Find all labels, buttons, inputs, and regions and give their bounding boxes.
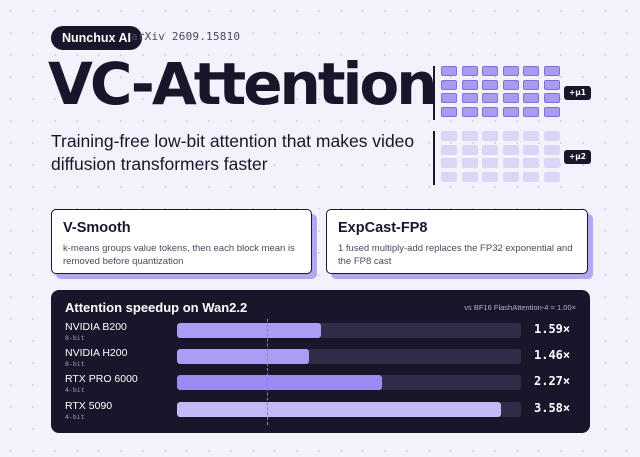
grid-cell <box>523 93 539 103</box>
speedup-row-rtx-pro-6000: RTX PRO 6000 4-bit 2.27× <box>51 373 590 397</box>
grid-cell <box>461 131 478 141</box>
arxiv-id: arXiv 2609.15810 <box>131 30 241 43</box>
card-description: k-means groups value tokens, then each b… <box>63 243 295 267</box>
speedup-bar <box>177 349 310 364</box>
speedup-track <box>177 402 521 417</box>
mu2-label: +μ2 <box>564 150 592 164</box>
grid-cell <box>543 131 560 141</box>
v-smooth-card: V-Smooth k-means groups value tokens, th… <box>51 209 312 274</box>
grid-cell <box>461 79 478 90</box>
quantized-block-grid-1 <box>433 66 563 120</box>
page-subtitle: Training-free low-bit attention that mak… <box>51 131 415 174</box>
grid-cell <box>502 144 519 155</box>
grid-cell <box>482 171 498 182</box>
bit-width: 4-bit <box>65 413 85 421</box>
grid-cell <box>543 66 560 76</box>
speedup-track <box>177 375 521 390</box>
grid-cell <box>502 106 519 117</box>
grid-cell <box>461 66 478 76</box>
speedup-track <box>177 349 521 364</box>
grid-cell <box>461 106 478 117</box>
grid-cell <box>461 144 478 155</box>
grid-cell <box>441 93 457 103</box>
speedup-row-rtx-5090: RTX 5090 4-bit 3.58× <box>51 400 590 424</box>
grid-cell <box>523 106 539 117</box>
speedup-bar <box>177 323 321 338</box>
grid-cell <box>543 158 560 168</box>
grid-cell <box>482 158 498 168</box>
grid-cell <box>461 158 478 168</box>
speedup-value: 1.59× <box>534 322 571 336</box>
grid-cells <box>441 66 560 117</box>
grid-cell <box>441 144 457 155</box>
speedup-title: Attention speedup on Wan2.2 <box>65 300 248 315</box>
grid-cell <box>502 93 519 103</box>
grid-bracket <box>433 131 435 185</box>
brand-badge: Nunchux AI <box>51 26 142 50</box>
bit-width: 4-bit <box>65 386 85 394</box>
grid-cell <box>441 66 457 76</box>
quantized-block-grid-2 <box>433 131 563 185</box>
grid-cell <box>502 171 519 182</box>
grid-cell <box>482 144 498 155</box>
grid-cell <box>441 106 457 117</box>
grid-cell <box>543 93 560 103</box>
expcast-card: ExpCast-FP8 1 fused multiply-add replace… <box>326 209 588 274</box>
grid-cell <box>543 144 560 155</box>
gpu-name: RTX 5090 <box>65 400 113 412</box>
baseline-marker <box>267 319 268 425</box>
speedup-row-h200: NVIDIA H200 8-bit 1.46× <box>51 347 590 371</box>
grid-cell <box>482 79 498 90</box>
speedup-baseline-note: vs BF16 FlashAttention-4 = 1.00× <box>464 303 576 312</box>
grid-cell <box>482 106 498 117</box>
grid-cell <box>441 131 457 141</box>
grid-cell <box>523 79 539 90</box>
bit-width: 8-bit <box>65 334 85 342</box>
grid-cell <box>482 131 498 141</box>
card-title: ExpCast-FP8 <box>338 220 428 236</box>
grid-cell <box>482 93 498 103</box>
speedup-bar <box>177 375 383 390</box>
grid-cell <box>441 158 457 168</box>
page-title: VC-Attention <box>48 50 438 118</box>
gpu-name: NVIDIA B200 <box>65 321 127 333</box>
grid-cell <box>523 66 539 76</box>
speedup-value: 3.58× <box>534 401 571 415</box>
speedup-panel: Attention speedup on Wan2.2 vs BF16 Flas… <box>51 290 590 433</box>
speedup-bar <box>177 402 502 417</box>
grid-cell <box>523 171 539 182</box>
grid-cell <box>523 144 539 155</box>
speedup-track <box>177 323 521 338</box>
mu1-label: +μ1 <box>564 86 592 100</box>
card-description: 1 fused multiply-add replaces the FP32 e… <box>338 243 573 267</box>
grid-cell <box>543 79 560 90</box>
grid-cell <box>523 158 539 168</box>
card-title: V-Smooth <box>63 220 131 236</box>
grid-cells <box>441 131 560 182</box>
grid-cell <box>461 93 478 103</box>
grid-cell <box>502 66 519 76</box>
grid-cell <box>523 131 539 141</box>
speedup-row-b200: NVIDIA B200 8-bit 1.59× <box>51 321 590 345</box>
speedup-value: 2.27× <box>534 374 571 388</box>
grid-cell <box>482 66 498 76</box>
grid-cell <box>502 131 519 141</box>
grid-cell <box>461 171 478 182</box>
gpu-name: NVIDIA H200 <box>65 347 128 359</box>
grid-cell <box>441 79 457 90</box>
grid-bracket <box>433 66 435 120</box>
grid-cell <box>543 106 560 117</box>
bit-width: 8-bit <box>65 360 85 368</box>
speedup-value: 1.46× <box>534 348 571 362</box>
grid-cell <box>543 171 560 182</box>
gpu-name: RTX PRO 6000 <box>65 373 138 385</box>
grid-cell <box>502 79 519 90</box>
grid-cell <box>502 158 519 168</box>
grid-cell <box>441 171 457 182</box>
